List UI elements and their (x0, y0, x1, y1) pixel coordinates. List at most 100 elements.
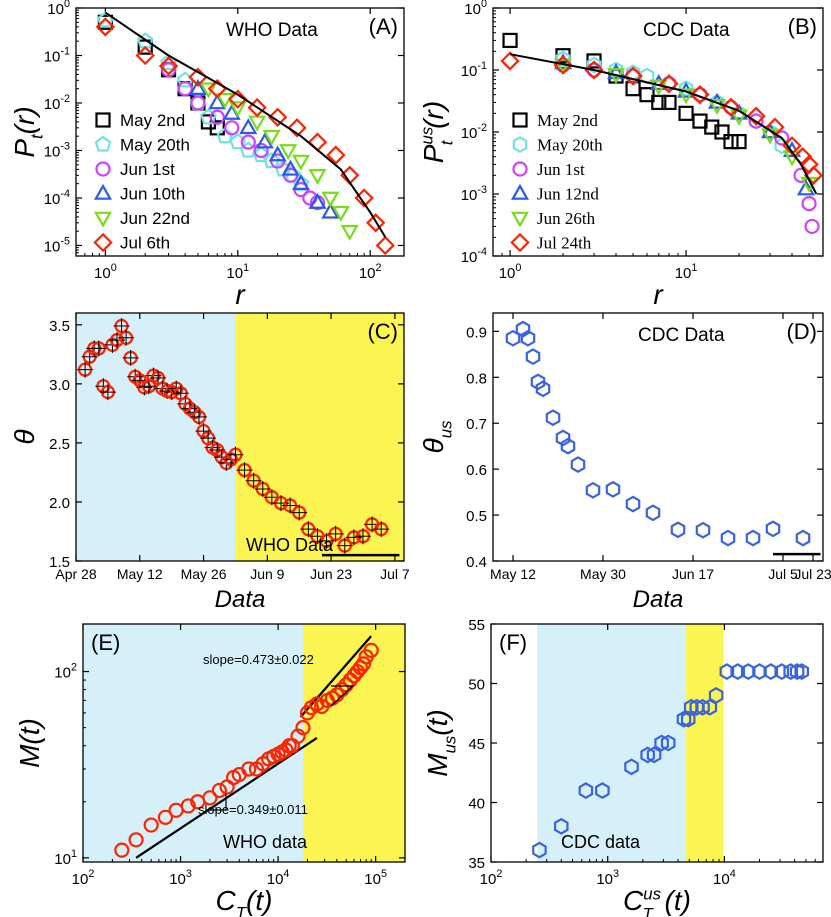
series (502, 32, 747, 150)
x-tick-label: May 30 (580, 566, 626, 582)
tick-base: 10 (461, 125, 478, 142)
series (114, 642, 379, 858)
y-tick-label: 0.7 (466, 416, 487, 433)
data-point (99, 384, 116, 401)
tick-exponent: 0 (64, 0, 70, 10)
data-point (765, 520, 781, 538)
label-main: C (623, 885, 644, 916)
data-point (338, 677, 354, 693)
data-point (515, 320, 531, 338)
label-tail: (r) (9, 106, 40, 134)
data-point (240, 134, 256, 150)
background-region (686, 624, 724, 862)
x-axis-label: Data (633, 586, 684, 613)
data-point (500, 51, 520, 71)
label-main: M(t) (14, 718, 45, 768)
tick-base: 10 (44, 48, 61, 65)
legend-label: Jun 10th (120, 185, 185, 204)
legend: May 2nd May 20th Jun 1st Jun 12nd Jun 26th Ju… (510, 111, 603, 253)
y-axis-label: θus (418, 420, 455, 454)
data-point (326, 145, 346, 165)
y-tick-label: 55 (468, 617, 485, 634)
legend-marker (510, 232, 530, 253)
data-point (267, 107, 288, 127)
data-point (748, 113, 764, 129)
panel-label: (E) (91, 630, 120, 655)
data-point (762, 123, 778, 141)
data-point (555, 429, 571, 447)
label-tail: (r) (418, 101, 449, 129)
data-point (336, 537, 353, 554)
panel-c: Apr 28 May 12 May 26 Jun 9 Jun 23 Jul 7 1.5 2.0… (9, 312, 410, 613)
series (77, 317, 390, 554)
y-axis-label: Mus(t) (422, 709, 459, 777)
x-tick-label: 104 (267, 868, 290, 888)
label-tail: (t) (246, 885, 272, 916)
y-tick-label: 10-4 (461, 246, 487, 266)
plot-frame (75, 312, 405, 562)
y-tick-label: 100 (464, 0, 487, 18)
data-point (765, 117, 785, 137)
panel-label: (D) (786, 319, 817, 344)
label-main: r (235, 279, 246, 310)
tick-exponent: 0 (515, 262, 521, 274)
data-point (695, 521, 711, 539)
data-point (502, 32, 518, 49)
data-point (239, 118, 258, 135)
data-point (704, 119, 720, 135)
label-main: P (9, 139, 40, 158)
y-tick-label: 0.6 (466, 462, 487, 479)
tick-base: 10 (54, 851, 71, 868)
y-axis-label: Pust (r) (417, 101, 456, 163)
data-point (191, 408, 207, 425)
data-point (560, 437, 576, 455)
x-tick-label: May 12 (117, 566, 163, 582)
data-point (300, 521, 317, 538)
annotation: WHO Data (246, 535, 334, 555)
data-point (804, 218, 820, 235)
y-tick-label: 40 (468, 796, 485, 813)
label-sub: t (438, 139, 457, 145)
data-point (660, 734, 676, 752)
tick-base: 10 (72, 871, 89, 888)
legend-label: Jun 22nd (120, 209, 190, 228)
y-axis-label: Pt(r) (9, 106, 46, 157)
data-area (532, 663, 810, 859)
data-point (209, 441, 226, 458)
tick-base: 10 (47, 1, 64, 18)
y-tick-label: 0.5 (466, 508, 487, 525)
data-point (586, 56, 602, 74)
data-point (211, 782, 227, 799)
data-point (208, 93, 227, 110)
data-point (262, 129, 281, 146)
plot-frame (75, 7, 405, 257)
data-point (731, 104, 747, 122)
y-axis-label: M(t) (14, 718, 45, 768)
x-tick-label: 104 (713, 868, 736, 888)
y-tick-label: 35 (468, 855, 485, 872)
y-tick-label: 10-5 (44, 235, 70, 255)
tick-exponent: 0 (481, 0, 487, 10)
tick-exponent: 3 (613, 868, 619, 880)
panel-label: (A) (369, 14, 398, 39)
x-tick-label: 102 (359, 262, 382, 282)
x-tick-label: Jun 17 (672, 566, 714, 582)
data-point (645, 504, 661, 522)
legend-label: Jun 1st (120, 160, 175, 179)
data-point (731, 134, 747, 150)
panel-label: (F) (499, 630, 527, 655)
data-point (273, 495, 289, 512)
slope-triangle (206, 794, 227, 811)
x-tick-label: Jun 9 (250, 566, 284, 582)
data-point (128, 832, 144, 848)
tick-base: 10 (461, 63, 478, 80)
x-axis-label: r (653, 279, 664, 310)
x-tick-label: 101 (226, 262, 249, 282)
data-point (680, 710, 696, 728)
tick-base: 10 (461, 249, 478, 266)
